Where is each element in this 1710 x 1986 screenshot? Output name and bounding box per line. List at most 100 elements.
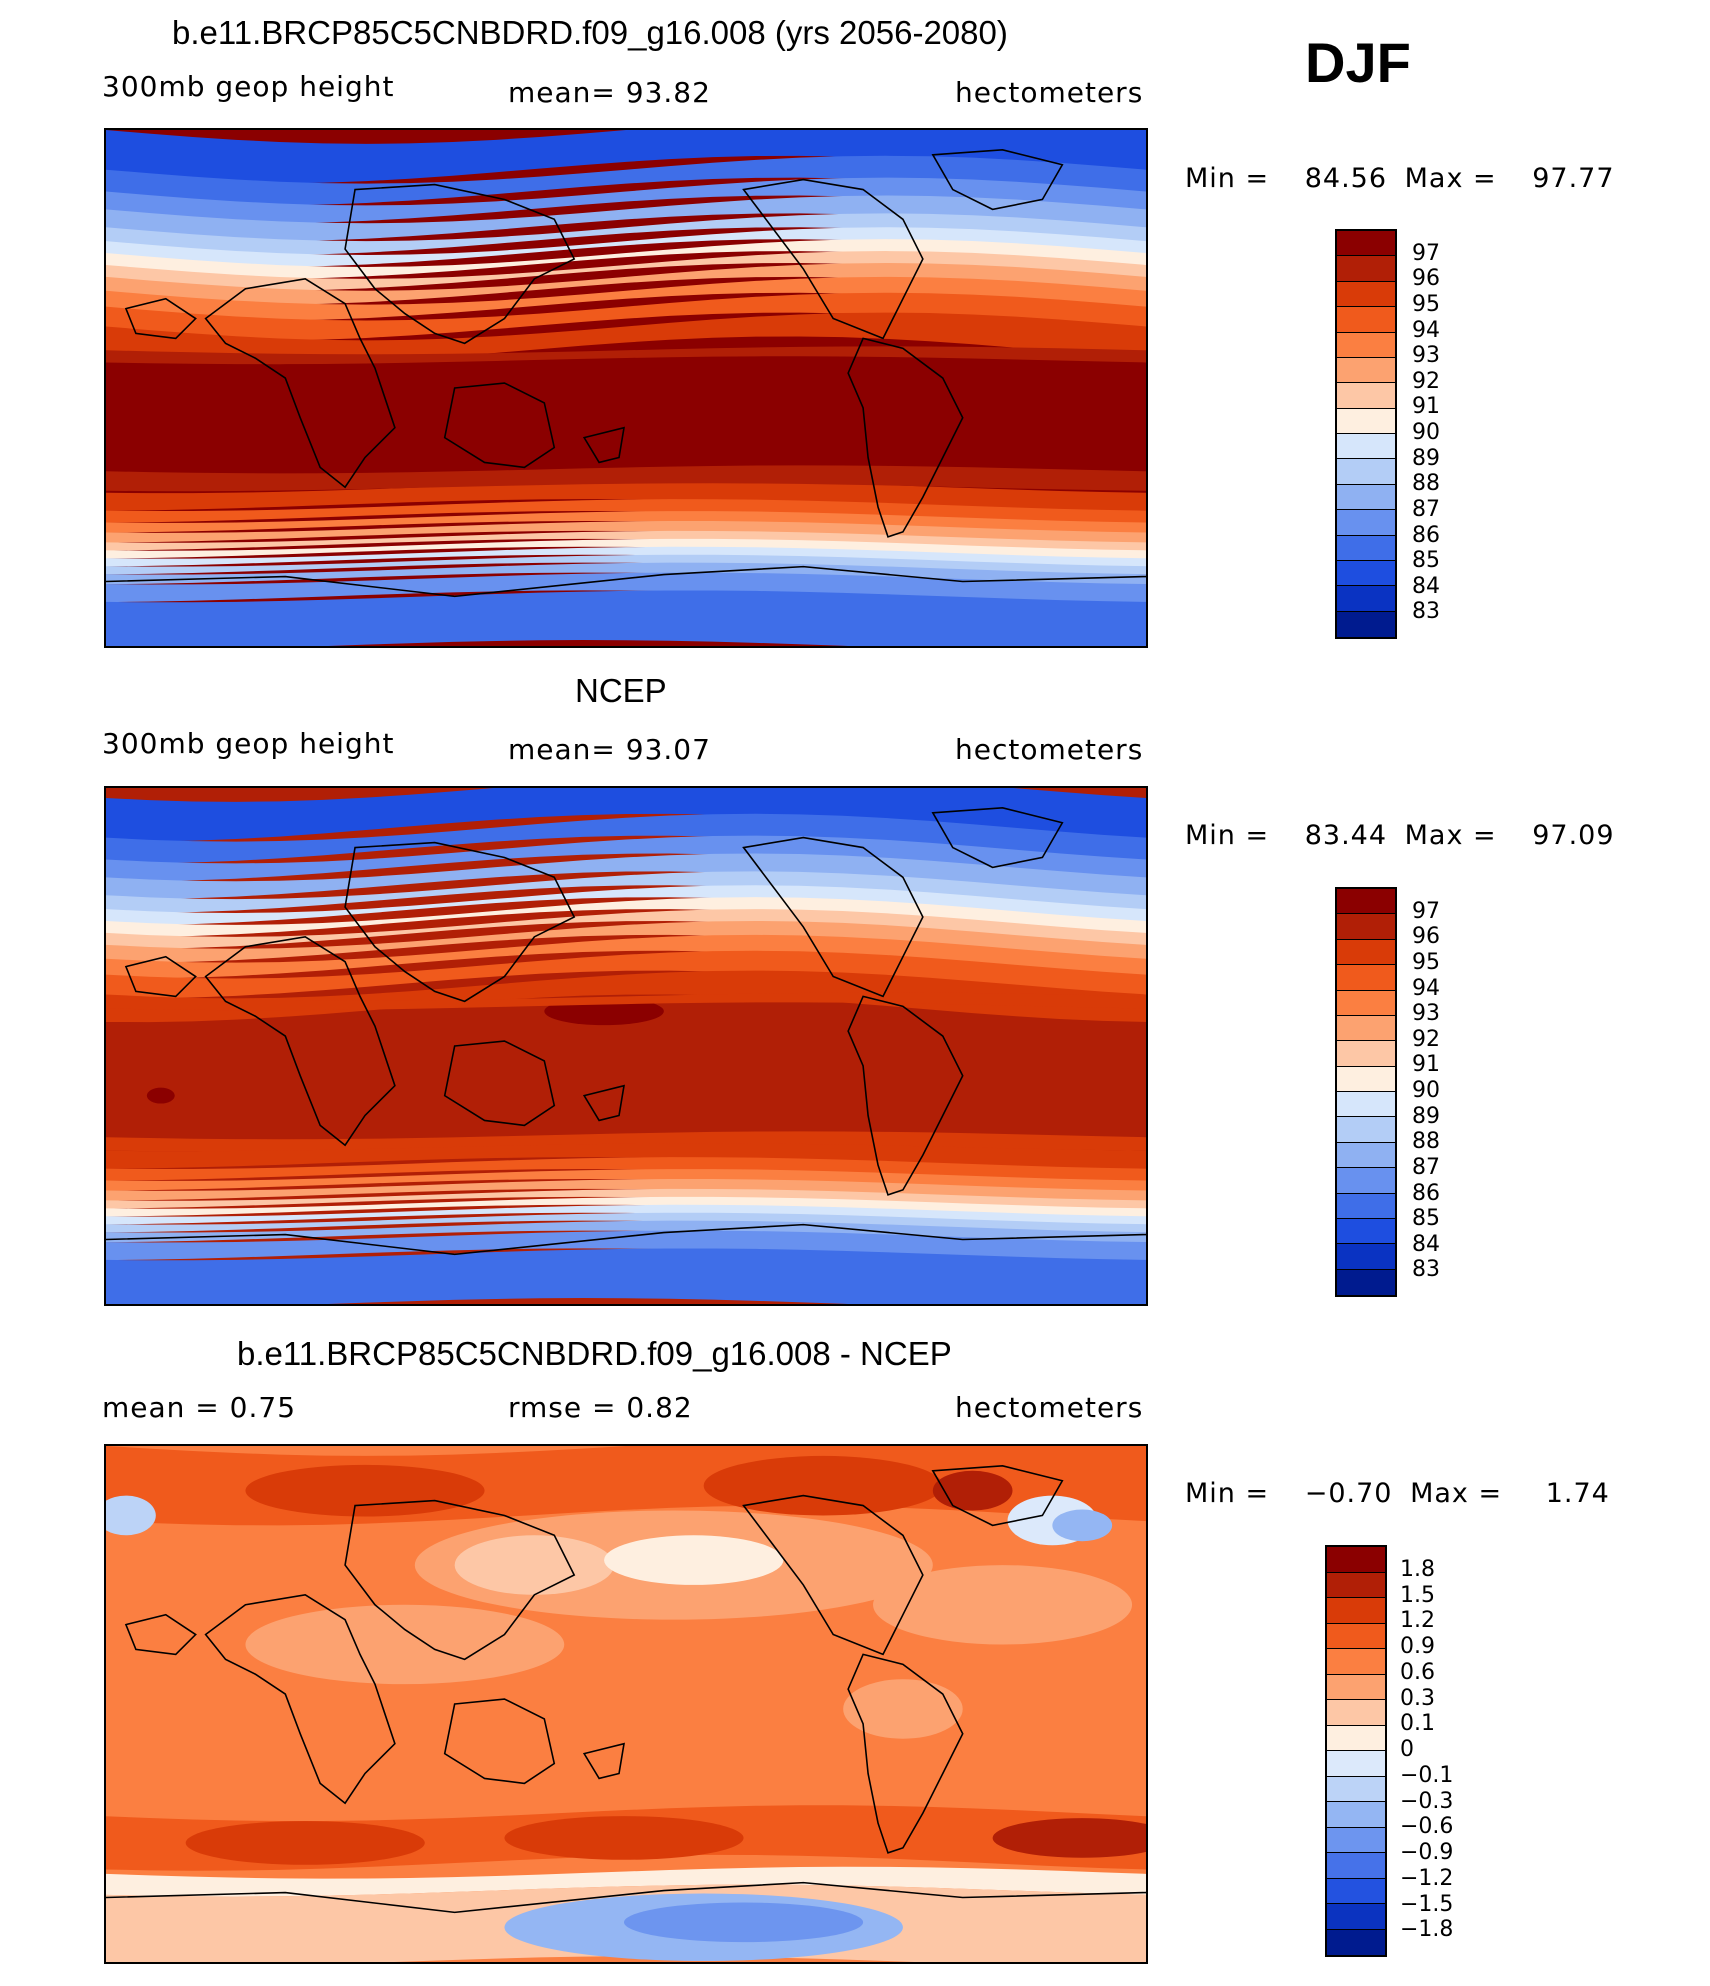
colorbar-swatch — [1337, 611, 1395, 637]
colorbar-tick-label: −0.9 — [1400, 1840, 1454, 1865]
colorbar-swatch — [1337, 1269, 1395, 1295]
panel1-colorbar — [1335, 229, 1397, 639]
contour-blob — [245, 1604, 565, 1685]
panel2-minmax: Min = 83.44 Max = 97.09 — [1185, 820, 1615, 851]
panel3-rmse-label: rmse = 0.82 — [508, 1391, 693, 1424]
contour-blob — [932, 1470, 1013, 1511]
colorbar-swatch — [1337, 535, 1395, 561]
colorbar-swatch — [1327, 1547, 1385, 1573]
colorbar-tick-label: 95 — [1412, 291, 1440, 317]
colorbar-tick-label: 96 — [1412, 924, 1440, 950]
colorbar-tick-label: 83 — [1412, 1257, 1440, 1283]
coastline — [742, 178, 924, 340]
colorbar-swatch — [1327, 1802, 1385, 1828]
colorbar-tick-label: −0.6 — [1400, 1814, 1454, 1840]
coastline — [847, 337, 964, 538]
colorbar-swatch — [1327, 1853, 1385, 1879]
contour-band — [106, 813, 1146, 864]
panel2-title: NCEP — [575, 672, 667, 709]
colorbar-swatch — [1337, 1041, 1395, 1067]
colorbar-swatch — [1337, 256, 1395, 282]
coastline — [204, 1594, 396, 1805]
panel3-colorbar — [1325, 1545, 1387, 1957]
coastline — [106, 565, 1146, 598]
colorbar-tick-label: 93 — [1412, 343, 1440, 369]
panel1-min-value: 84.56 — [1304, 163, 1388, 194]
contour-blob — [1052, 1509, 1113, 1542]
panel2-contours — [106, 788, 1146, 1304]
contour-blob — [624, 1902, 864, 1943]
colorbar-swatch — [1337, 484, 1395, 511]
colorbar-swatch — [1337, 1092, 1395, 1118]
coastline — [582, 426, 625, 464]
contour-band — [106, 239, 1146, 279]
colorbar-tick-label: 83 — [1412, 599, 1440, 625]
panel2-max-value: 97.09 — [1532, 820, 1615, 851]
panel1-variable-label: 300mb geop height — [102, 70, 395, 103]
colorbar-swatch — [1327, 1572, 1385, 1598]
colorbar-swatch — [1327, 1623, 1385, 1649]
contour-band — [106, 213, 1146, 255]
contour-band — [106, 1131, 1146, 1152]
panel3-coastlines — [106, 1465, 1146, 1914]
coastline — [124, 1613, 197, 1656]
contour-blob — [992, 1818, 1146, 1858]
contour-blob — [873, 1565, 1133, 1645]
panel3-map-svg — [106, 1446, 1146, 1962]
contour-band — [106, 909, 1146, 949]
contour-band — [106, 835, 1146, 882]
colorbar-tick-label: 84 — [1412, 573, 1440, 599]
colorbar-tick-label: −0.1 — [1400, 1762, 1454, 1788]
colorbar-swatch — [1337, 1193, 1395, 1219]
colorbar-tick-label: 1.5 — [1400, 1582, 1435, 1608]
colorbar-swatch — [1337, 281, 1395, 308]
panel1-map-svg — [106, 130, 1146, 646]
panel1-max-label: Max = — [1404, 163, 1497, 194]
coastline — [344, 841, 576, 1003]
contour-band — [106, 227, 1146, 267]
colorbar-tick-label: 0 — [1400, 1737, 1414, 1762]
colorbar-swatch — [1327, 1904, 1385, 1930]
colorbar-swatch — [1327, 1725, 1385, 1751]
colorbar-swatch — [1327, 1929, 1385, 1955]
colorbar-tick-label: −0.3 — [1400, 1788, 1454, 1814]
colorbar-tick-label: 96 — [1412, 266, 1440, 292]
colorbar-tick-label: 1.2 — [1400, 1608, 1435, 1634]
colorbar-swatch — [1337, 510, 1395, 536]
colorbar-swatch — [1337, 889, 1395, 915]
season-label: DJF — [1305, 31, 1411, 94]
colorbar-swatch — [1337, 307, 1395, 333]
colorbar-tick-label: 97 — [1412, 898, 1440, 924]
colorbar-swatch — [1327, 1776, 1385, 1802]
colorbar-swatch — [1337, 434, 1395, 460]
contour-band — [106, 788, 1146, 842]
contour-band — [106, 276, 1146, 321]
colorbar-tick-label: 85 — [1412, 1206, 1440, 1232]
coastline — [443, 1698, 556, 1785]
colorbar-tick-label: −1.8 — [1400, 1917, 1454, 1943]
colorbar-swatch — [1337, 357, 1395, 384]
coastline — [344, 1499, 576, 1661]
panel1-map — [104, 128, 1148, 648]
contour-blob — [504, 1816, 744, 1860]
coastline — [742, 1494, 924, 1656]
contour-band — [106, 251, 1146, 291]
coastline — [443, 1040, 556, 1127]
colorbar-tick-label: 93 — [1412, 1001, 1440, 1027]
colorbar-swatch — [1337, 560, 1395, 587]
coastline — [124, 955, 197, 998]
colorbar-swatch — [1327, 1700, 1385, 1726]
panel3-min-label: Min = — [1185, 1478, 1270, 1509]
colorbar-swatch — [1327, 1598, 1385, 1624]
panel3-max-value: 1.74 — [1545, 1478, 1610, 1509]
coastline — [847, 995, 964, 1196]
colorbar-tick-label: 89 — [1412, 1103, 1440, 1129]
panel2-min-value: 83.44 — [1304, 820, 1388, 851]
colorbar-swatch — [1337, 914, 1395, 940]
contour-band — [106, 292, 1146, 341]
colorbar-tick-label: 84 — [1412, 1231, 1440, 1257]
colorbar-tick-label: 90 — [1412, 1078, 1440, 1103]
contour-band — [106, 897, 1146, 937]
panel1-coastlines — [106, 149, 1146, 598]
panel2-map-svg — [106, 788, 1146, 1304]
